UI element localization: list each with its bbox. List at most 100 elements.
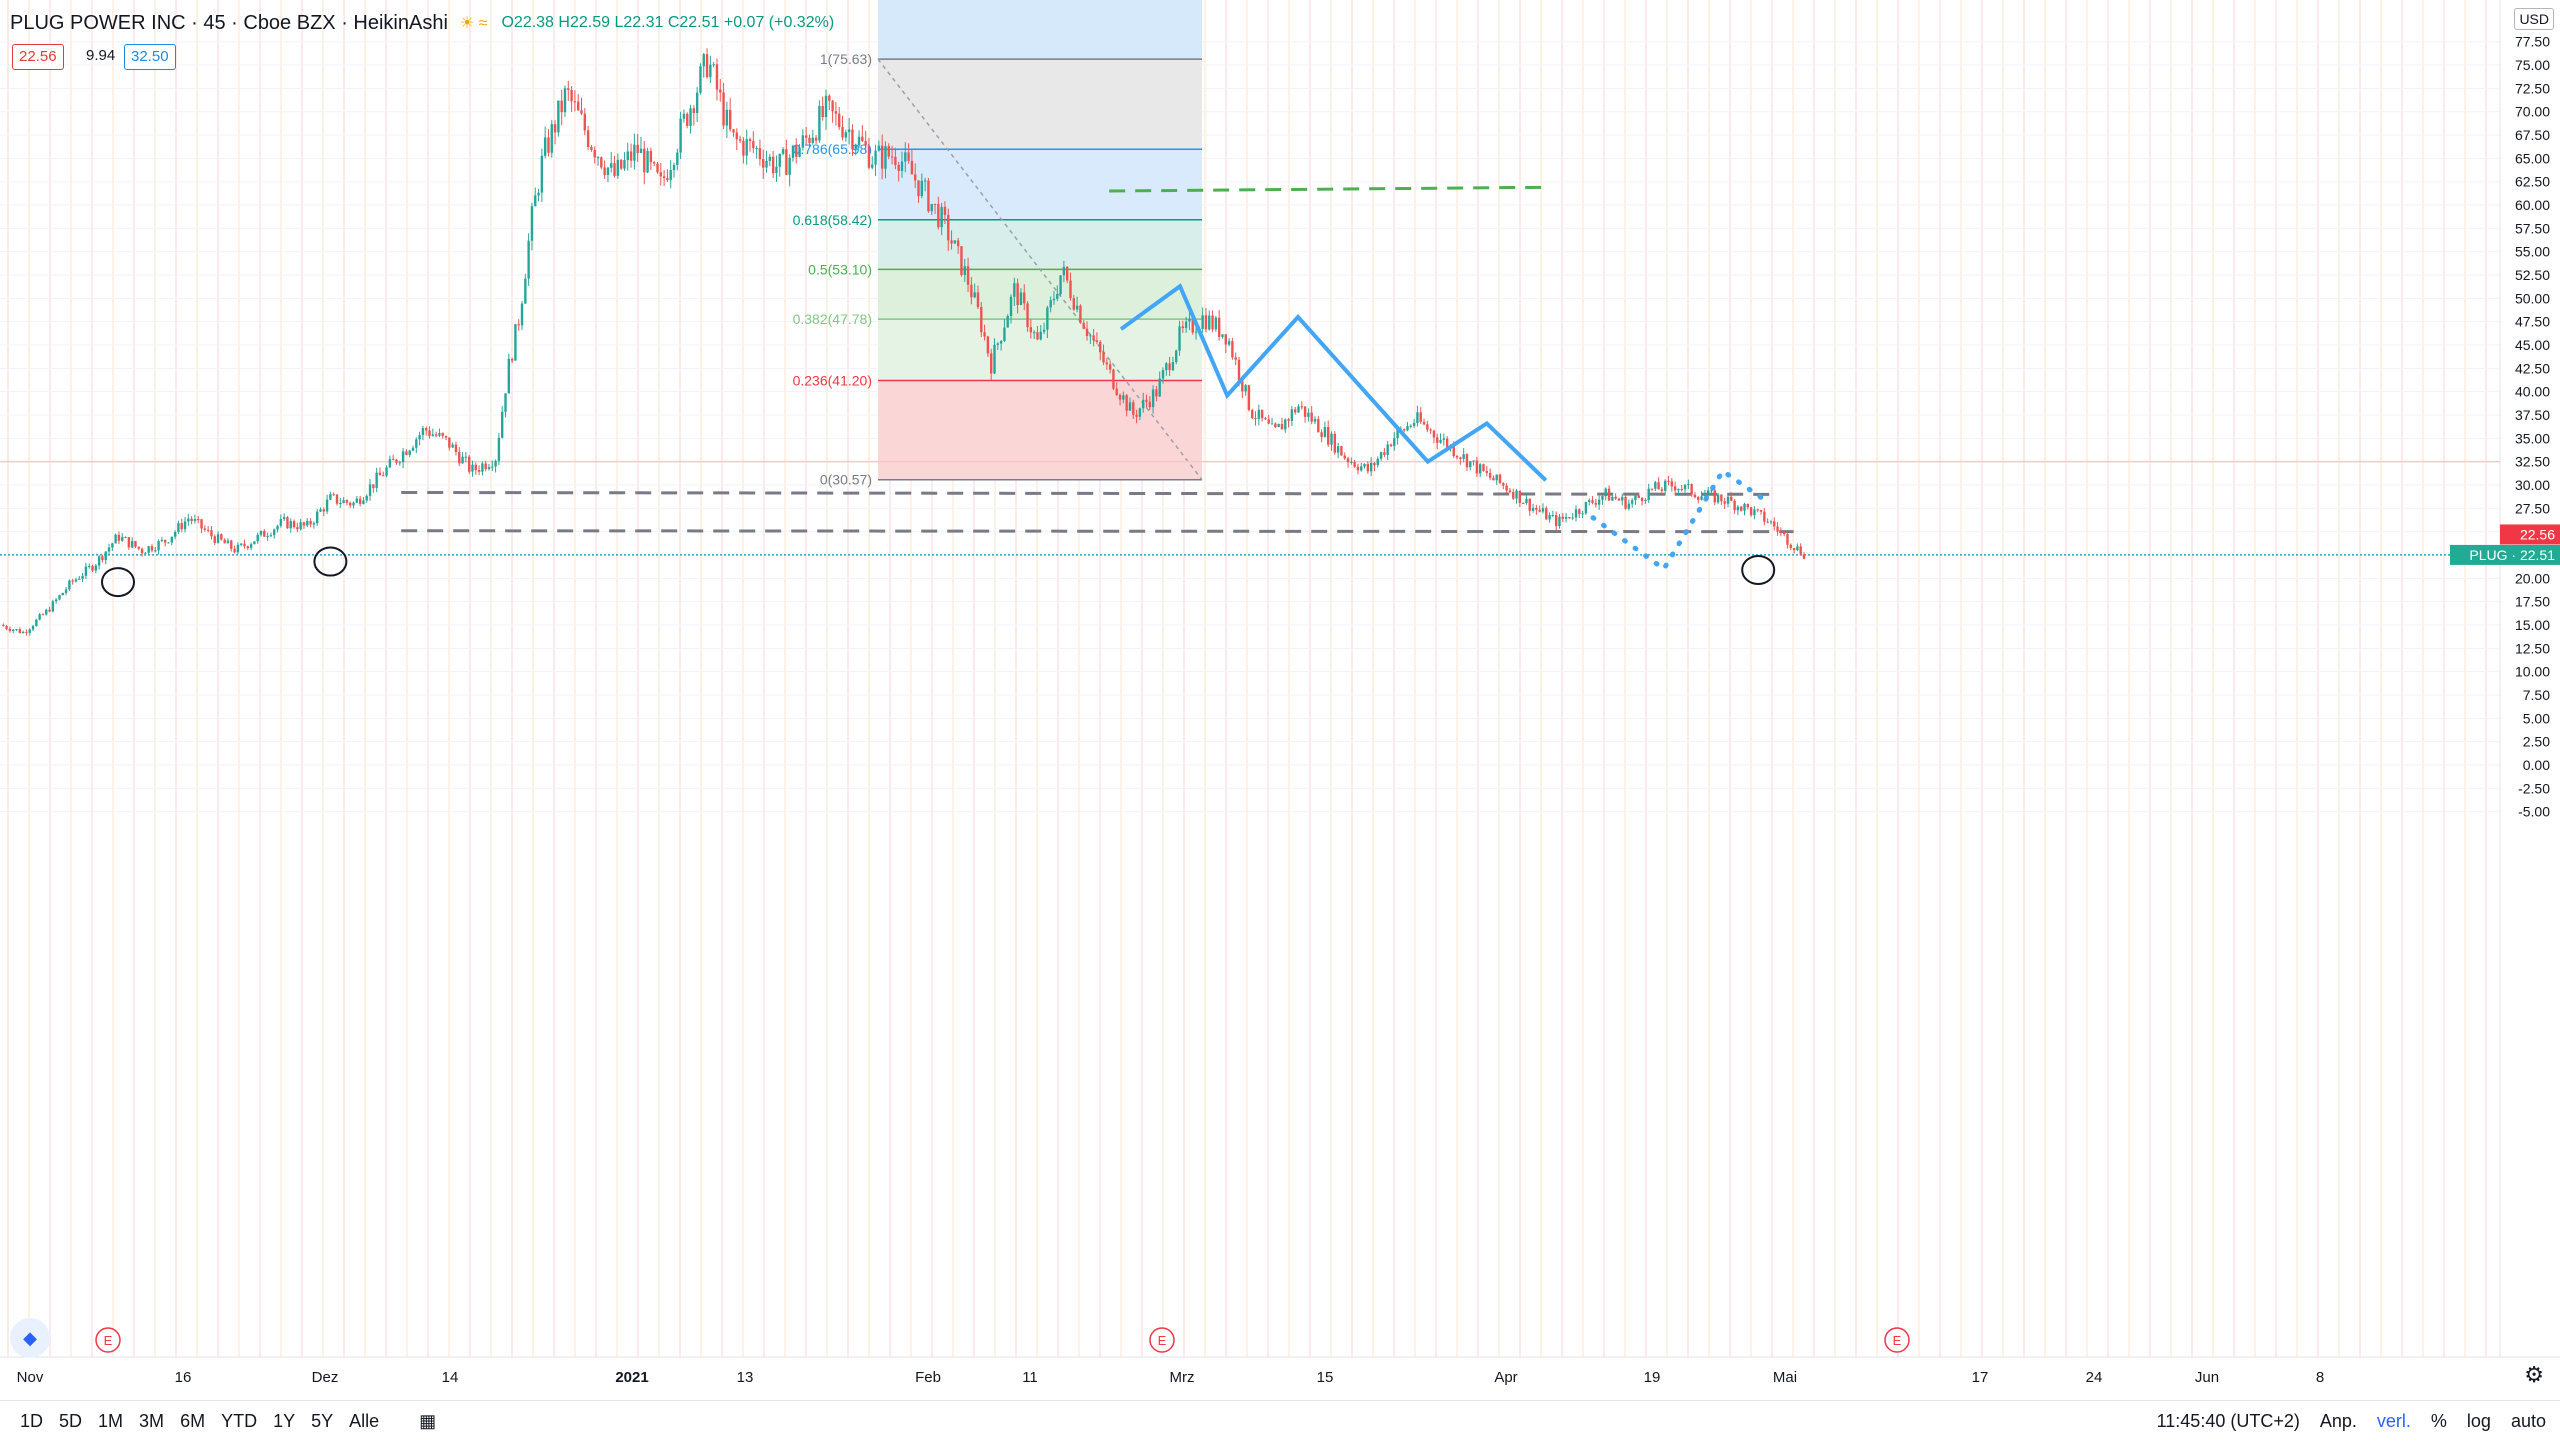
scale-option-4[interactable]: auto <box>2510 1410 2546 1431</box>
fib-label-0.382: 0.382(47.78) <box>793 311 872 327</box>
candle-body <box>349 502 352 506</box>
candle-body <box>1201 315 1204 330</box>
candle-body <box>1241 380 1244 392</box>
candle-body <box>811 137 814 143</box>
candle-body <box>517 324 520 326</box>
x-tick-label: 14 <box>442 1369 459 1386</box>
candle-body <box>1743 503 1746 511</box>
candle-body <box>781 149 785 154</box>
timeframe-ytd[interactable]: YTD <box>221 1410 258 1431</box>
candle-body <box>1498 474 1502 484</box>
candle-body <box>1323 426 1327 437</box>
candle-body <box>722 92 725 126</box>
fib-zone-0.236 <box>878 380 1202 480</box>
indicator-icons[interactable]: ☀ ≈ <box>459 15 488 32</box>
candle-body <box>1396 429 1399 439</box>
candle-body <box>510 358 514 361</box>
timeframe-6m[interactable]: 6M <box>180 1410 206 1431</box>
price-label-bg-0 <box>2500 524 2560 545</box>
currency-button[interactable]: USD <box>2514 8 2554 30</box>
candle-body <box>923 180 927 182</box>
gear-icon[interactable]: ⚙ <box>2524 1362 2544 1387</box>
candle-body <box>1614 496 1617 499</box>
candle-body <box>1069 280 1072 299</box>
timeframe-alle[interactable]: Alle <box>349 1410 380 1431</box>
marker-circle-2 <box>1741 554 1776 585</box>
symbol-title[interactable]: PLUG POWER INC · 45 · Cboe BZX · HeikinA… <box>10 11 448 34</box>
candle-body <box>1478 464 1482 474</box>
candle-body <box>1630 500 1634 504</box>
fib-zone-0.618 <box>878 219 1202 270</box>
candle-body <box>758 148 762 160</box>
timeframe-3m[interactable]: 3M <box>139 1410 165 1431</box>
candle-body <box>1455 456 1459 458</box>
timeframe-1d[interactable]: 1D <box>20 1410 44 1431</box>
candle-body <box>1151 389 1155 408</box>
candle-body <box>937 204 940 228</box>
calendar-icon[interactable]: ▦ <box>419 1410 437 1431</box>
price-axis-bg <box>2500 0 2560 1357</box>
candle-body <box>385 467 388 476</box>
candle-body <box>25 631 28 633</box>
timeframe-5y[interactable]: 5Y <box>311 1410 334 1431</box>
candle-body <box>319 509 322 512</box>
candle-body <box>623 160 626 169</box>
candle-body <box>64 589 68 593</box>
candle-body <box>54 599 58 602</box>
candle-body <box>1502 483 1505 486</box>
y-tick-label: 10.00 <box>2515 664 2550 680</box>
clock-display[interactable]: 11:45:40 (UTC+2) <box>2156 1410 2300 1431</box>
candle-body <box>910 160 914 175</box>
spread-value: 9.94 <box>86 47 116 64</box>
candle-body <box>48 609 51 612</box>
timeframe-1y[interactable]: 1Y <box>273 1410 296 1431</box>
candle-body <box>1194 331 1198 333</box>
candle-body <box>1429 429 1432 431</box>
candle-body <box>1095 340 1099 342</box>
candle-body <box>1412 423 1416 426</box>
candle-body <box>1310 412 1313 422</box>
candle-body <box>263 530 266 537</box>
candle-body <box>71 580 74 582</box>
scale-option-3[interactable]: log <box>2466 1410 2491 1431</box>
candle-body <box>666 178 669 181</box>
candle-body <box>1085 328 1089 336</box>
scale-option-0[interactable]: Anp. <box>2319 1410 2357 1431</box>
candle-body <box>547 137 550 153</box>
candle-body <box>1065 266 1069 281</box>
candle-body <box>927 180 930 212</box>
candle-body <box>1300 406 1303 408</box>
candle-body <box>1072 298 1075 310</box>
candle-body <box>514 324 517 361</box>
candle-body <box>1776 526 1779 532</box>
candle-body <box>884 146 887 169</box>
candle-body <box>451 444 454 448</box>
candle-body <box>557 100 560 133</box>
candle-body <box>1383 452 1386 455</box>
scale-option-1[interactable]: verl. <box>2376 1410 2411 1431</box>
bid-price-box[interactable]: 22.56 <box>12 44 64 70</box>
timeframe-1m[interactable]: 1M <box>98 1410 124 1431</box>
ask-price-box[interactable]: 32.50 <box>124 44 176 70</box>
timeframe-5d[interactable]: 5D <box>59 1410 83 1431</box>
candle-body <box>705 54 709 78</box>
candle-body <box>1171 362 1175 371</box>
candle-body <box>114 534 117 544</box>
scale-option-2[interactable]: % <box>2430 1410 2447 1431</box>
candle-body <box>695 92 699 113</box>
tradingview-logo-icon[interactable]: ◆ <box>10 1318 50 1358</box>
candle-body <box>1175 350 1178 363</box>
candle-body <box>1723 501 1726 504</box>
candle-body <box>289 521 292 529</box>
candle-body <box>867 145 871 168</box>
candle-body <box>507 358 511 394</box>
candle-body <box>170 536 174 543</box>
candle-body <box>358 498 362 504</box>
candle-body <box>461 456 464 464</box>
candle-body <box>124 537 127 539</box>
candle-body <box>1363 463 1366 467</box>
dashed-line-2 <box>1109 185 1546 193</box>
candle-body <box>1538 509 1541 512</box>
candle-body <box>930 203 933 212</box>
